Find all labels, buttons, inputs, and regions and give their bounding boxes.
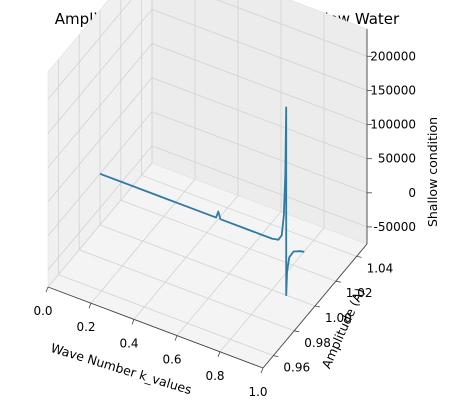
z-grid-line [47, 111, 368, 237]
z-tick-label: 0 [408, 186, 416, 200]
y-tick-label: 0.96 [283, 361, 310, 375]
z-tick-label: 150000 [370, 83, 416, 97]
x-tick-mark [45, 286, 49, 293]
z-grid-line [47, 0, 368, 100]
z-axis-label: Shallow condition [425, 117, 440, 227]
y-tick-mark [356, 256, 362, 258]
y-tick-label: 1.00 [325, 311, 352, 325]
z-tick-label: 50000 [378, 152, 416, 166]
x-grid-line [219, 12, 325, 353]
x-tick-mark [260, 367, 264, 374]
y-tick-mark [273, 355, 279, 357]
z-grid-line [47, 8, 368, 134]
y-grid-line [58, 59, 274, 356]
z-grid-line [47, 77, 368, 202]
y-tick-label: 1.04 [367, 261, 394, 275]
x-tick-label: 0.4 [119, 336, 138, 350]
z-tick-label: -50000 [373, 220, 416, 234]
x-tick-label: 0.0 [33, 304, 52, 318]
x-tick-label: 1.0 [248, 385, 267, 399]
z-grid-line [47, 43, 368, 168]
y-grid-line [78, 34, 295, 332]
y-grid-line [141, 0, 357, 257]
x-grid-line [133, 0, 239, 320]
y-grid-line [99, 10, 316, 307]
z-tick-label: 100000 [370, 118, 416, 132]
y-tick-mark [335, 280, 341, 283]
x-tick-mark [131, 319, 135, 325]
x-tick-mark [217, 351, 221, 357]
series-line [99, 106, 305, 297]
y-tick-label: 0.98 [304, 336, 331, 350]
x-axis-line [47, 286, 264, 369]
x-tick-label: 0.8 [205, 369, 224, 383]
y-grid-line [120, 0, 336, 282]
axes-panes [47, 0, 368, 369]
x-grid-line [176, 0, 282, 336]
y-axis-label: Amplitude (A) [318, 286, 367, 371]
series-group [99, 106, 305, 297]
x-tick-label: 0.6 [162, 353, 181, 367]
x-grid-line [47, 0, 153, 288]
z-grid-line [47, 145, 368, 271]
x-tick-mark [174, 335, 178, 341]
z-tick-label: 200000 [370, 49, 416, 63]
y-tick-mark [314, 305, 321, 308]
y-tick-label: 1.02 [346, 286, 373, 300]
y-tick-mark [294, 330, 300, 333]
x-tick-mark [88, 303, 92, 309]
axis-ticks: 0.0 0.2 0.4 0.6 0.8 1.0 0.96 0.98 1.00 1.02 1.04 -5… [33, 49, 416, 399]
x-tick-label: 0.2 [76, 320, 95, 334]
x-grid-line [90, 0, 196, 304]
grid-lines [47, 0, 368, 369]
